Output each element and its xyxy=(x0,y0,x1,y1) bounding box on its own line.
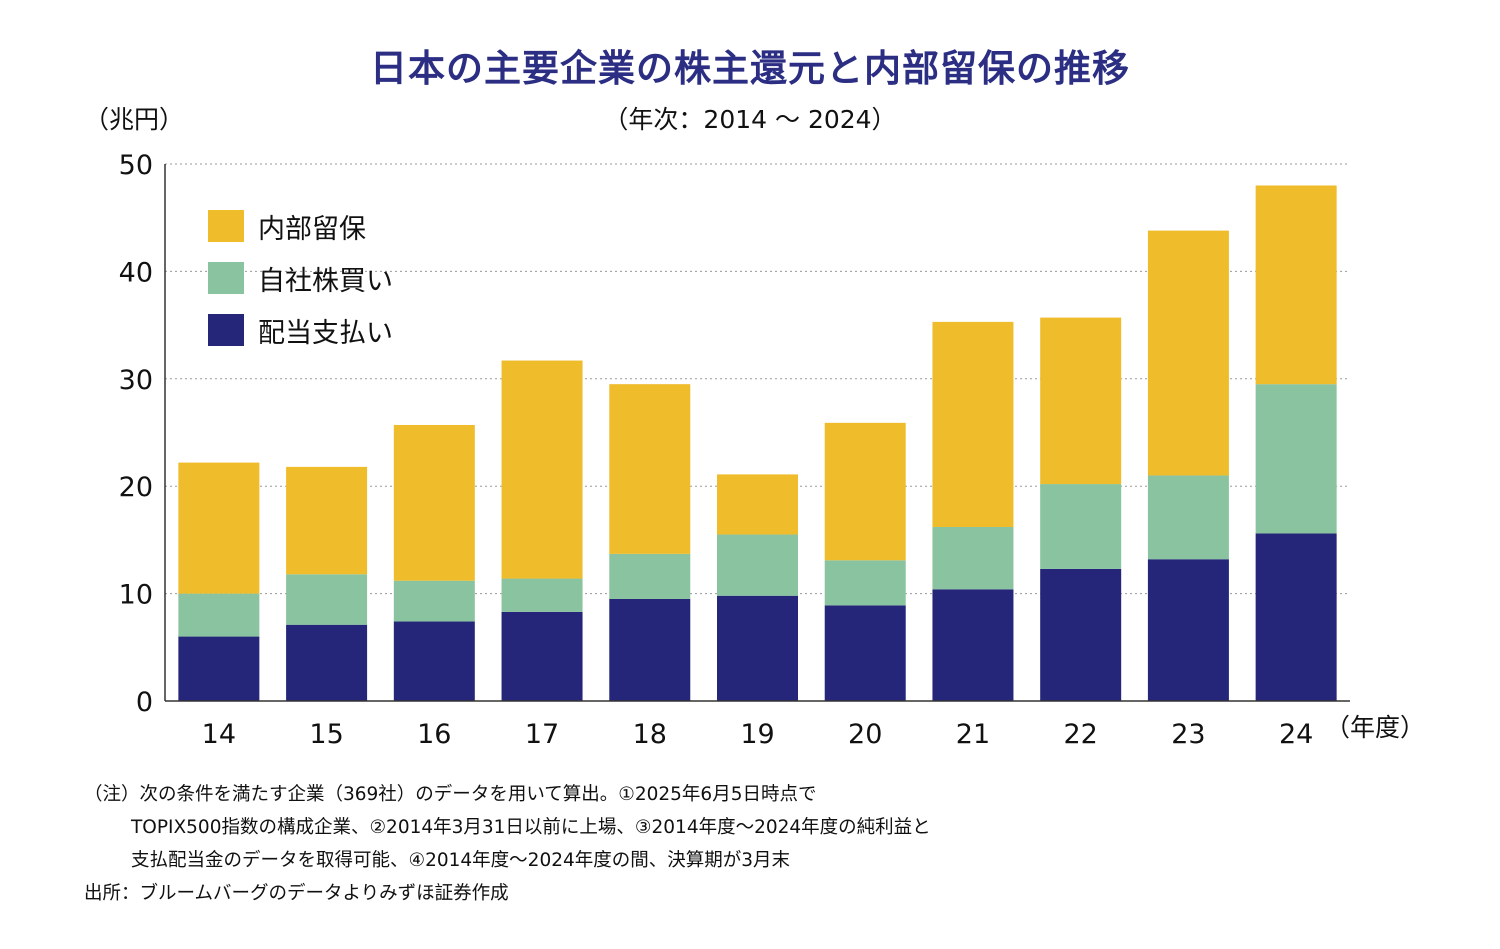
x-tick-label: 21 xyxy=(956,719,990,750)
bar-segment xyxy=(286,466,368,575)
legend: 内部留保自社株買い配当支払い xyxy=(208,200,393,356)
bar-segment xyxy=(1255,384,1337,534)
x-tick-label: 23 xyxy=(1171,719,1205,750)
chart-title: 日本の主要企業の株主還元と内部留保の推移 xyxy=(370,47,1130,90)
y-tick-label: 0 xyxy=(136,687,153,718)
bar-segment xyxy=(393,424,475,581)
bar-segment xyxy=(1147,230,1229,476)
bar-segment xyxy=(1147,475,1229,560)
tick-labels: 0 10 20 30 40 50 14 15 16 17 18 19 20 21 22 23 24 xyxy=(119,150,1314,750)
x-tick-label: 17 xyxy=(525,719,559,750)
chart-subtitle: （年次：2014 〜 2024） xyxy=(603,105,897,134)
x-tick-label: 16 xyxy=(417,719,451,750)
bar-segment xyxy=(609,553,691,599)
y-tick-label: 10 xyxy=(119,580,153,611)
bar-segment xyxy=(178,462,260,594)
bar-segment xyxy=(393,621,475,701)
legend-label: 自社株買い xyxy=(258,265,393,297)
bar-segment xyxy=(178,636,260,701)
y-axis-label: （兆円） xyxy=(84,105,185,134)
bar-segment xyxy=(717,595,798,701)
bar-segment xyxy=(824,605,906,701)
legend-swatch xyxy=(208,210,244,242)
bar-segment xyxy=(178,593,260,637)
bar-segment xyxy=(1040,568,1122,701)
x-tick-label: 20 xyxy=(848,719,882,750)
legend-item: 自社株買い xyxy=(208,252,393,304)
bar-segment xyxy=(1147,559,1229,701)
bar-segment xyxy=(286,624,368,701)
bar-segment xyxy=(932,589,1014,701)
y-tick-label: 30 xyxy=(119,365,153,396)
bar-segment xyxy=(501,360,583,579)
bar-segment xyxy=(286,574,368,625)
y-tick-label: 50 xyxy=(119,150,153,181)
bar-segment xyxy=(393,580,475,622)
legend-swatch xyxy=(208,262,244,294)
x-tick-label: 15 xyxy=(309,719,343,750)
legend-label: 内部留保 xyxy=(258,213,366,245)
bar-segment xyxy=(1040,484,1122,569)
bar-segment xyxy=(1255,533,1337,701)
legend-label: 配当支払い xyxy=(258,317,393,349)
legend-item: 内部留保 xyxy=(208,200,393,252)
bar-segment xyxy=(609,598,691,701)
bar-segment xyxy=(932,321,1014,528)
note-line-1: （注）次の条件を満たす企業（369社）のデータを用いて算出。①2025年6月5日… xyxy=(84,784,817,805)
bar-segment xyxy=(501,578,583,612)
bar-segment xyxy=(1040,317,1122,485)
bar-segment xyxy=(501,611,583,701)
bar-segment xyxy=(1255,185,1337,385)
bar-segment xyxy=(824,560,906,606)
x-tick-label: 19 xyxy=(740,719,774,750)
legend-item: 配当支払い xyxy=(208,304,393,356)
x-axis-label: （年度） xyxy=(1325,713,1426,742)
bar-segment xyxy=(717,474,798,535)
note-line-3: 支払配当金のデータを取得可能、④2014年度〜2024年度の間、決算期が3月末 xyxy=(131,850,791,871)
y-tick-label: 40 xyxy=(119,257,153,288)
bar-segment xyxy=(824,422,906,561)
legend-swatch xyxy=(208,314,244,346)
source-line: 出所：ブルームバーグのデータよりみずほ証券作成 xyxy=(84,883,509,904)
footnotes: （注）次の条件を満たす企業（369社）のデータを用いて算出。①2025年6月5日… xyxy=(84,778,931,910)
bars xyxy=(178,185,1337,701)
x-tick-label: 24 xyxy=(1279,719,1313,750)
bar-segment xyxy=(609,384,691,554)
x-tick-label: 14 xyxy=(202,719,236,750)
x-tick-label: 18 xyxy=(633,719,667,750)
bar-segment xyxy=(717,534,798,596)
axes xyxy=(164,164,1350,702)
y-tick-label: 20 xyxy=(119,472,153,503)
bar-segment xyxy=(932,527,1014,590)
note-line-2: TOPIX500指数の構成企業、②2014年3月31日以前に上場、③2014年度… xyxy=(131,817,931,838)
x-tick-label: 22 xyxy=(1064,719,1098,750)
